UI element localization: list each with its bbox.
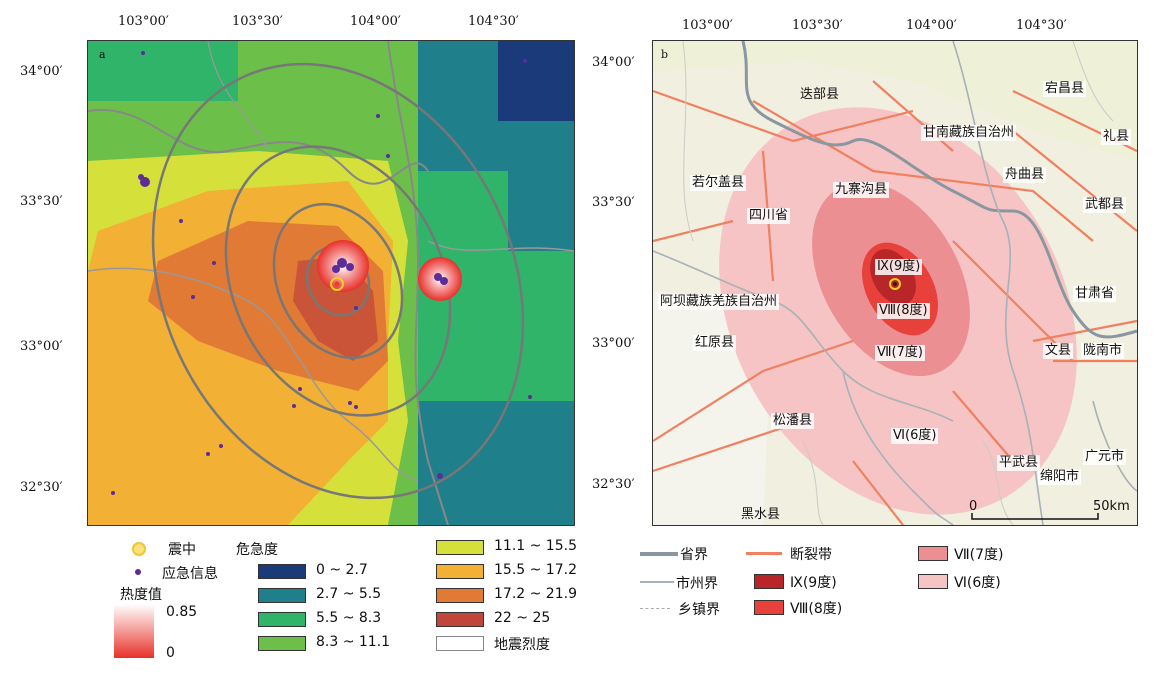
label-guangyuan: 广元市	[1083, 449, 1127, 465]
label-gannan: 甘南藏族自治州	[921, 125, 1017, 141]
danger-swatch	[258, 564, 306, 579]
legend-city: 市州界	[676, 576, 718, 592]
label-zhouqu: 舟曲县	[1003, 167, 1047, 183]
heat-gradient-bar	[114, 604, 154, 658]
city-line-symbol	[640, 581, 674, 583]
epicenter-marker	[330, 277, 344, 291]
label-wudu: 武都县	[1083, 197, 1127, 213]
danger-label: 5.5 ~ 8.3	[316, 610, 382, 626]
danger-swatch	[436, 540, 484, 555]
province-line-symbol	[640, 552, 678, 556]
emergency-points	[111, 51, 532, 495]
panel-b: b 迭部县 宕昌县 甘南藏族自治州 礼县 舟曲县 若尔盖县 九寨沟县 武都县 四…	[652, 40, 1138, 526]
legend-ix: Ⅸ(9度)	[790, 575, 837, 591]
panel-b-map	[653, 41, 1137, 525]
danger-label: 17.2 ~ 21.9	[494, 586, 577, 602]
town-boundary	[682, 41, 1114, 525]
legend-emergency-info: 应急信息	[162, 566, 218, 582]
label-diebu: 迭部县	[800, 87, 840, 102]
scale-label-0: 0	[969, 499, 978, 514]
panel-a-lon-tick: 103°00′	[118, 14, 169, 29]
label-longnan: 陇南市	[1081, 343, 1125, 359]
label-sichuan: 四川省	[747, 208, 791, 224]
label-songpan: 松潘县	[771, 413, 815, 429]
panel-b-lat-tick: 32°30′	[592, 477, 635, 492]
legend-heat-title: 热度值	[120, 587, 162, 603]
danger-label: 8.3 ~ 11.1	[316, 634, 391, 650]
label-hongyuan: 红原县	[693, 335, 737, 351]
danger-label: 15.5 ~ 17.2	[494, 562, 577, 578]
danger-swatch	[258, 588, 306, 603]
panel-a-map	[88, 41, 574, 525]
legend-heat-max: 0.85	[166, 604, 198, 620]
panel-a-lat-tick: 33°30′	[20, 194, 63, 209]
panel-a-lon-tick: 104°00′	[350, 14, 401, 29]
danger-label: 0 ~ 2.7	[316, 562, 368, 578]
legend-epicenter: 震中	[168, 542, 196, 558]
panel-a-letter: a	[99, 48, 106, 61]
danger-swatch	[258, 636, 306, 651]
panel-a-lon-tick: 104°30′	[468, 14, 519, 29]
legend-heat-min: 0	[166, 645, 175, 661]
panel-b-lon-tick: 104°30′	[1016, 18, 1067, 33]
label-heishui: 黑水县	[741, 507, 781, 522]
panel-a-lat-tick: 34°00′	[20, 64, 63, 79]
legend-vi: Ⅵ(6度)	[954, 575, 1001, 591]
scale-bar	[971, 513, 1099, 520]
legend-viii-swatch	[754, 600, 784, 615]
town-line-symbol	[640, 608, 670, 609]
label-dangchang: 宕昌县	[1043, 81, 1087, 97]
legend-vi-swatch	[918, 574, 948, 589]
legend-province: 省界	[680, 547, 708, 563]
panel-a-lat-tick: 33°00′	[20, 339, 63, 354]
panel-b-letter: b	[661, 48, 669, 61]
legend-vii: Ⅶ(7度)	[954, 547, 1004, 563]
panel-b-lat-tick: 34°00′	[592, 55, 635, 70]
label-mianyang: 绵阳市	[1038, 469, 1082, 485]
label-jiuzhaigou: 九寨沟县	[833, 182, 890, 198]
legend-vii-swatch	[918, 546, 948, 561]
panel-b-lon-tick: 103°00′	[682, 18, 733, 33]
legend-viii: Ⅷ(8度)	[790, 601, 843, 617]
panel-a-lat-tick: 32°30′	[20, 480, 63, 495]
province-boundary	[741, 41, 1137, 339]
panel-a: a	[87, 40, 575, 526]
panel-b-lon-tick: 103°30′	[792, 18, 843, 33]
legend-intensity: 地震烈度	[494, 637, 550, 653]
epicenter-marker	[889, 278, 901, 290]
legend-danger-title: 危急度	[236, 542, 278, 558]
danger-swatch	[436, 612, 484, 627]
danger-swatch	[436, 564, 484, 579]
label-aba: 阿坝藏族羌族自治州	[658, 294, 780, 310]
intensity-label-ix: Ⅸ(9度)	[875, 259, 923, 275]
danger-swatch	[436, 588, 484, 603]
danger-label: 22 ~ 25	[494, 610, 551, 626]
scale-label-50: 50km	[1093, 499, 1130, 514]
danger-swatch	[258, 612, 306, 627]
fault-line-symbol	[746, 552, 782, 555]
emergency-legend-icon	[135, 569, 141, 575]
intensity-label-viii: Ⅷ(8度)	[877, 303, 930, 319]
danger-label: 2.7 ~ 5.5	[316, 586, 382, 602]
epicenter-legend-icon	[132, 542, 146, 556]
panel-b-lat-tick: 33°00′	[592, 336, 635, 351]
label-gansu: 甘肃省	[1073, 286, 1117, 302]
panel-b-lat-tick: 33°30′	[592, 195, 635, 210]
danger-label: 11.1 ~ 15.5	[494, 538, 577, 554]
intensity-swatch	[436, 636, 484, 651]
intensity-label-vi: Ⅵ(6度)	[891, 428, 939, 444]
legend-town: 乡镇界	[678, 602, 720, 618]
label-wenxian: 文县	[1043, 343, 1074, 359]
panel-b-lon-tick: 104°00′	[906, 18, 957, 33]
label-ruoergai: 若尔盖县	[690, 175, 747, 191]
label-lixian: 礼县	[1101, 129, 1132, 145]
panel-a-lon-tick: 103°30′	[232, 14, 283, 29]
legend-fault: 断裂带	[790, 547, 832, 563]
label-pingwu: 平武县	[997, 455, 1041, 471]
intensity-label-vii: Ⅶ(7度)	[875, 345, 925, 361]
legend-ix-swatch	[754, 574, 784, 589]
